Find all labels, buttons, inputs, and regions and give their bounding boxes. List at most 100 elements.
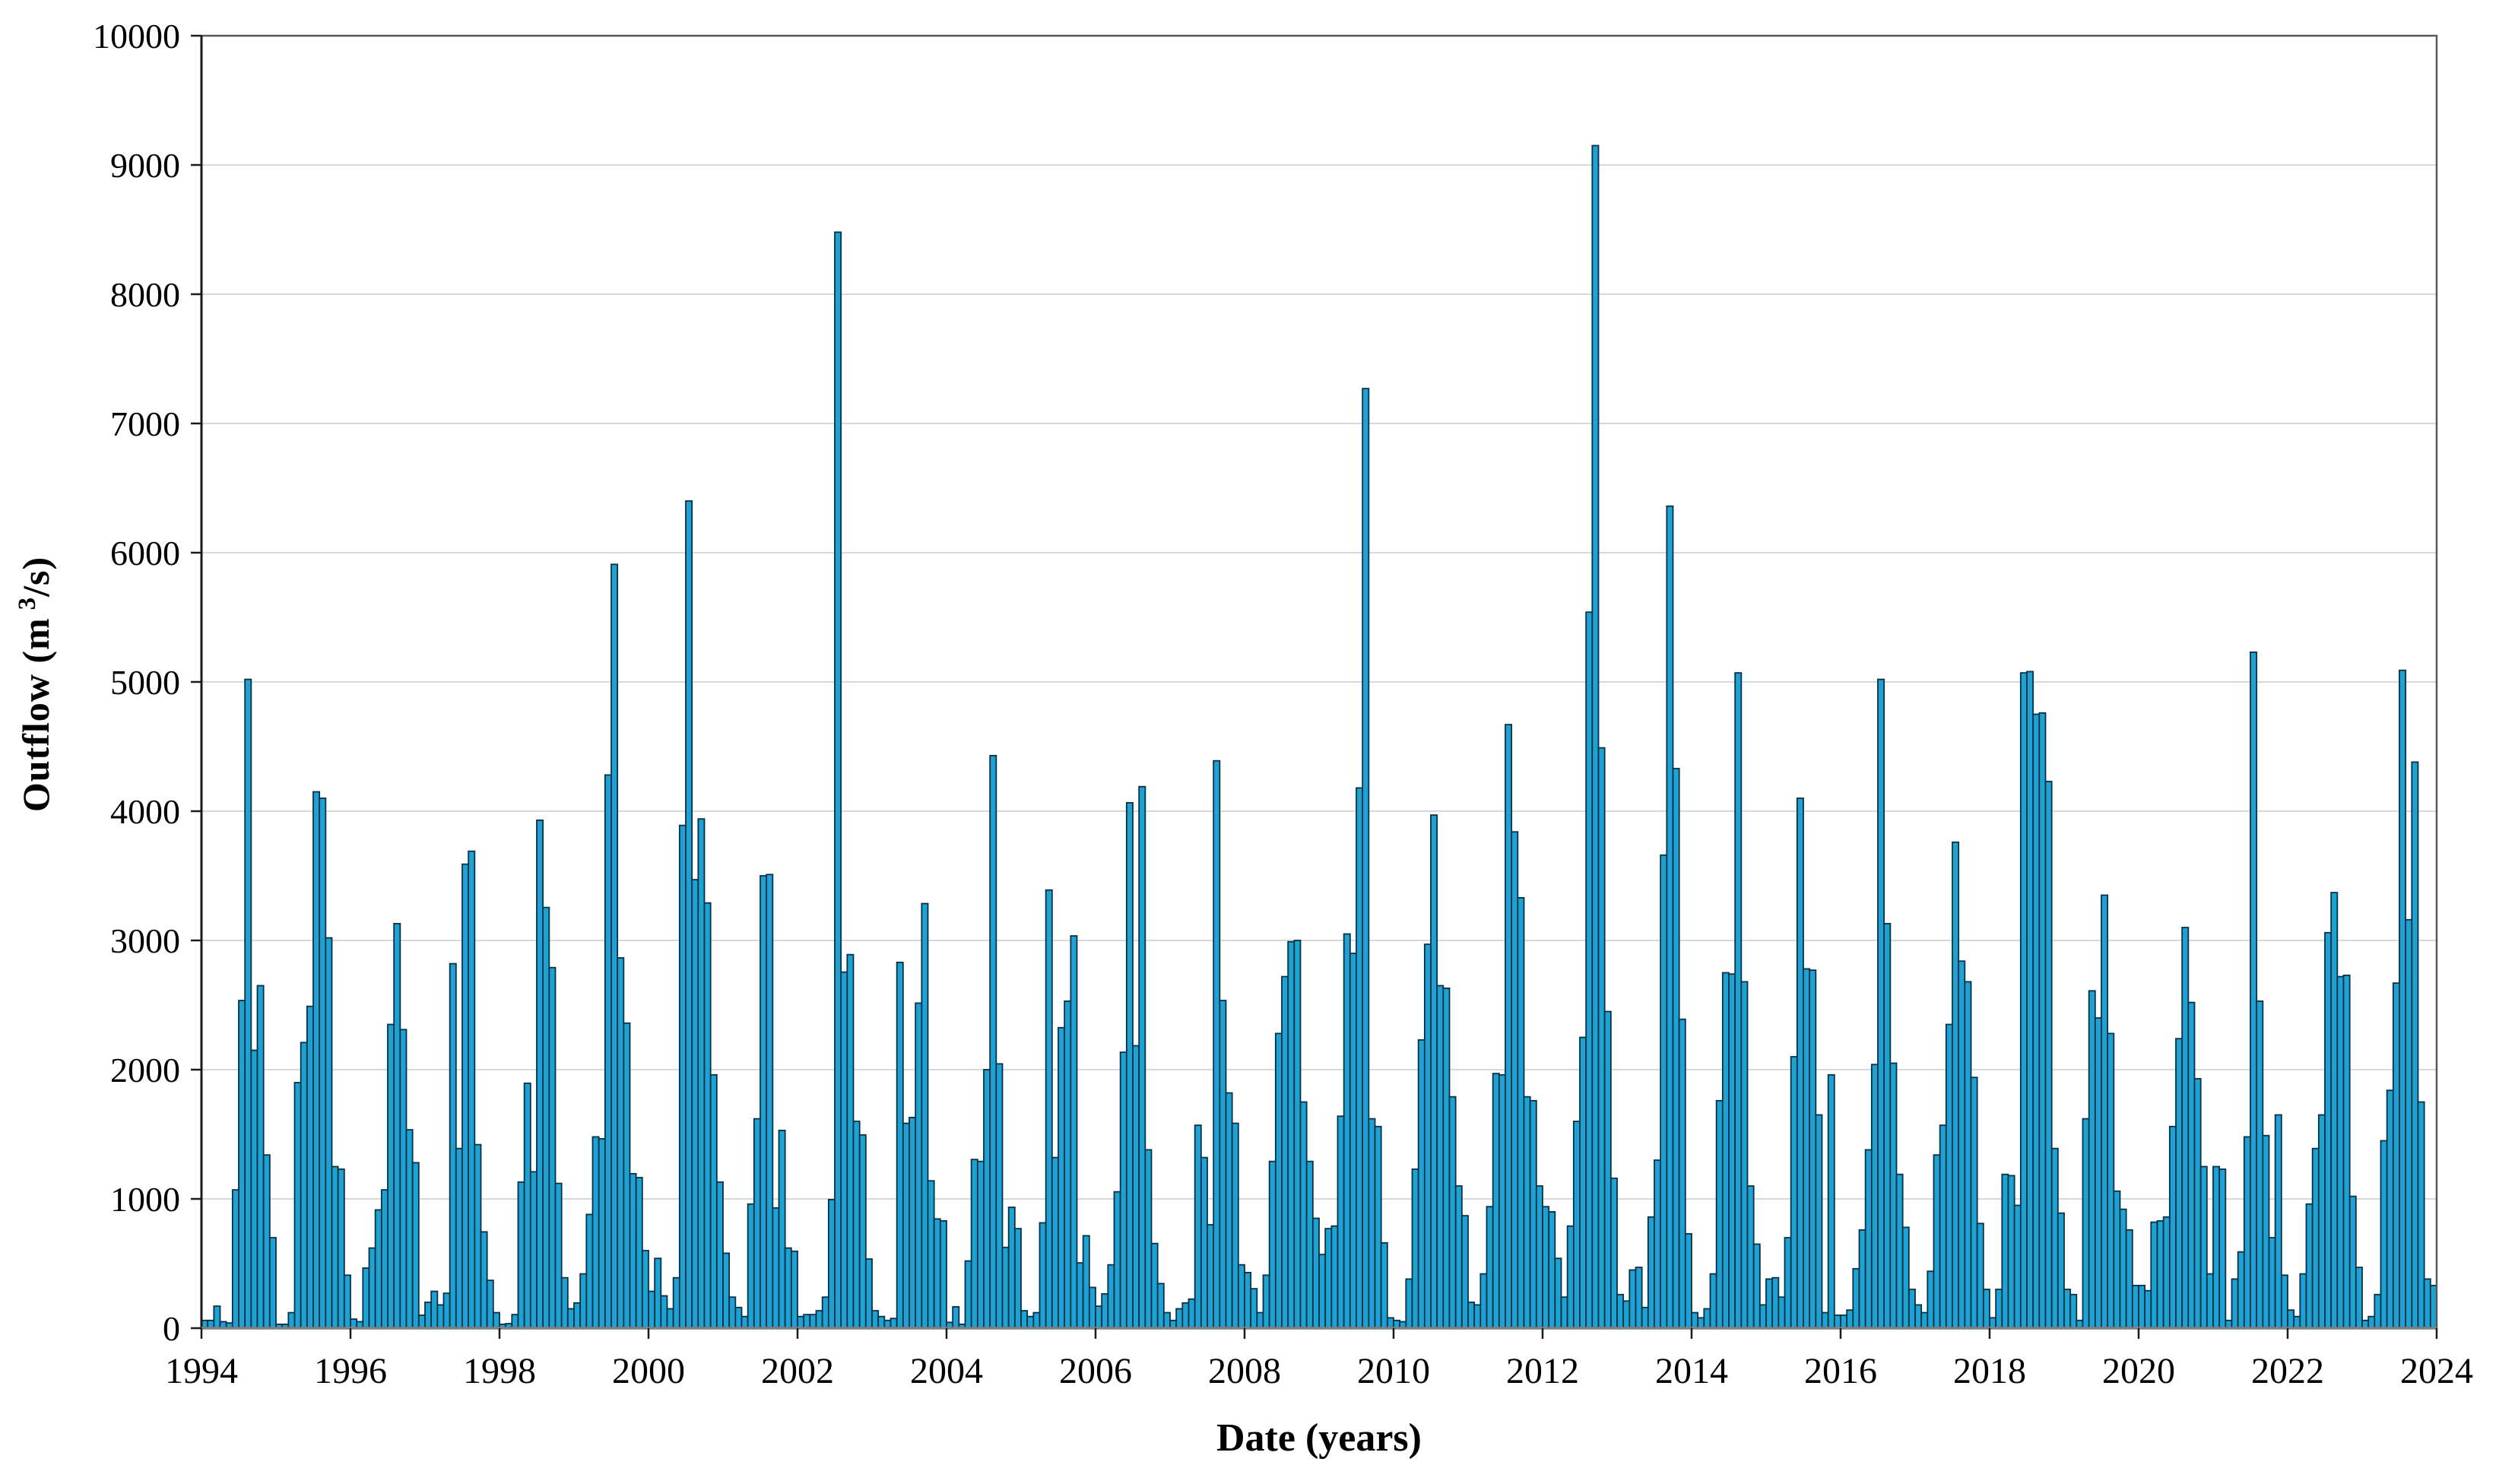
bar-1994-m6	[231, 1189, 239, 1329]
bar-2017-m12	[1982, 1289, 1990, 1329]
bar-2009-m8	[1362, 388, 1370, 1329]
bar-2001-m3	[734, 1306, 743, 1329]
bar-2015-m1	[1765, 1278, 1774, 1329]
bar-1995-m12	[343, 1274, 351, 1329]
bar-2020-m12	[2206, 1273, 2214, 1329]
y-tick-label-2000: 2000	[110, 1051, 180, 1089]
bar-2004-m7	[983, 1069, 991, 1329]
bar-1996-m11	[411, 1162, 420, 1329]
bar-2008-m12	[1311, 1217, 1320, 1329]
bar-2015-m9	[1815, 1114, 1823, 1329]
bar-2011-m5	[1492, 1073, 1500, 1329]
bar-2014-m11	[1752, 1243, 1761, 1329]
bar-2012-m8	[1585, 611, 1594, 1329]
bar-2017-m3	[1927, 1270, 1935, 1329]
bar-2022-m11	[2348, 1195, 2357, 1329]
bar-2015-m6	[1796, 797, 1804, 1329]
bar-1995-m9	[325, 937, 333, 1329]
bar-2022-m7	[2324, 931, 2333, 1329]
bar-1998-m3	[511, 1314, 519, 1329]
bar-2008-m10	[1299, 1101, 1308, 1329]
bar-2021-m1	[2212, 1165, 2221, 1329]
bar-2003-m9	[921, 902, 929, 1329]
bar-2020-m2	[2144, 1289, 2152, 1329]
bar-1999-m10	[629, 1172, 637, 1329]
bar-2020-m11	[2199, 1165, 2208, 1329]
bar-2023-m8	[2405, 918, 2413, 1329]
bar-2011-m2	[1473, 1304, 1482, 1329]
x-tick-label-2000: 2000	[612, 1351, 685, 1391]
bar-2007-m6	[1200, 1156, 1208, 1329]
bar-2003-m5	[896, 962, 904, 1329]
bar-2002-m5	[821, 1296, 829, 1329]
bar-1998-m11	[560, 1276, 569, 1329]
x-tick-label-2002: 2002	[761, 1351, 834, 1391]
x-axis-title: Date (years)	[1216, 1416, 1422, 1460]
bar-2009-m2	[1324, 1228, 1333, 1329]
bar-2004-m4	[964, 1260, 972, 1329]
bar-2020-m8	[2181, 927, 2190, 1329]
bar-2018-m9	[2038, 712, 2047, 1329]
bar-2019-m5	[2088, 990, 2096, 1329]
bar-2004-m6	[976, 1160, 985, 1329]
bar-2005-m11	[1082, 1235, 1090, 1329]
bar-2018-m11	[2050, 1147, 2059, 1329]
bar-2004-m5	[970, 1159, 978, 1329]
bar-2000-m12	[715, 1181, 724, 1329]
bar-2010-m12	[1460, 1215, 1469, 1329]
bar-2001-m1	[722, 1252, 731, 1329]
bar-2000-m4	[666, 1308, 674, 1329]
bar-2003-m4	[890, 1318, 898, 1329]
bar-1997-m3	[436, 1304, 445, 1329]
bar-2000-m6	[678, 824, 687, 1329]
bar-2016-m6	[1870, 1064, 1879, 1329]
bar-2021-m8	[2256, 1000, 2264, 1329]
y-tick-label-6000: 6000	[110, 534, 180, 572]
bar-2023-m3	[2374, 1293, 2382, 1329]
bar-2015-m3	[1778, 1296, 1786, 1329]
bar-2007-m3	[1181, 1302, 1190, 1329]
bar-2000-m3	[660, 1295, 668, 1329]
x-tick-label-1994: 1994	[165, 1351, 238, 1391]
bar-2016-m5	[1864, 1149, 1873, 1329]
bar-2017-m1	[1914, 1304, 1923, 1329]
bar-2001-m10	[778, 1130, 786, 1329]
bar-2013-m4	[1635, 1267, 1643, 1329]
bar-1997-m12	[492, 1311, 500, 1329]
bar-2013-m12	[1684, 1233, 1692, 1329]
bar-2021-m7	[2250, 652, 2258, 1329]
bar-1996-m6	[380, 1189, 388, 1329]
bar-2018-m1	[1989, 1317, 1997, 1329]
bar-1996-m9	[399, 1029, 408, 1329]
bar-1994-m9	[250, 1049, 258, 1329]
y-axis-title-suffix: /s)	[14, 556, 57, 597]
bar-1995-m3	[287, 1311, 296, 1329]
bar-2014-m6	[1721, 972, 1730, 1329]
bar-1998-m6	[529, 1171, 538, 1329]
bar-2007-m5	[1194, 1124, 1202, 1329]
bar-2010-m8	[1436, 985, 1445, 1329]
bar-2002-m10	[852, 1121, 861, 1329]
bar-2005-m9	[1070, 935, 1078, 1329]
bar-2017-m8	[1958, 960, 1966, 1329]
bar-2013-m7	[1654, 1159, 1662, 1329]
bar-1999-m9	[623, 1022, 631, 1329]
bar-2007-m11	[1231, 1122, 1239, 1329]
bar-2018-m7	[2026, 671, 2034, 1329]
bar-1995-m8	[319, 797, 327, 1329]
bar-2010-m4	[1411, 1168, 1419, 1329]
bar-1999-m6	[604, 774, 612, 1329]
bar-2018-m10	[2044, 781, 2053, 1329]
bar-2022-m12	[2355, 1267, 2363, 1329]
bar-2017-m2	[1920, 1311, 1929, 1329]
bar-1997-m1	[424, 1302, 433, 1329]
bar-1996-m5	[374, 1209, 382, 1329]
bar-2011-m7	[1505, 724, 1513, 1329]
bar-2010-m11	[1454, 1185, 1463, 1329]
bar-2019-m2	[2069, 1293, 2078, 1329]
bar-2020-m6	[2168, 1125, 2177, 1329]
bar-2020-m4	[2156, 1220, 2164, 1329]
bar-2013-m10	[1672, 768, 1680, 1329]
x-tick-label-2004: 2004	[910, 1351, 983, 1391]
